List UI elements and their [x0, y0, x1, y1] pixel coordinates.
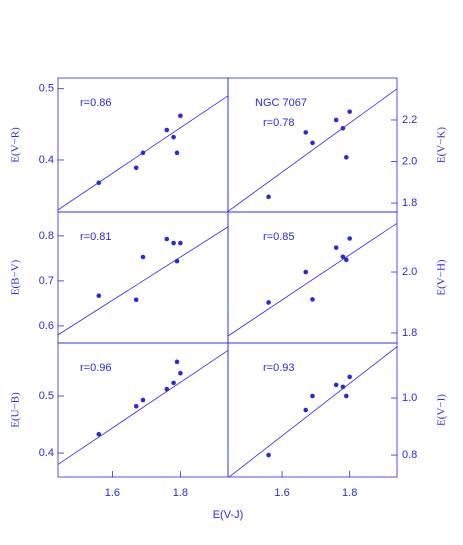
data-point — [333, 382, 339, 388]
data-point — [140, 254, 146, 260]
data-point — [303, 269, 309, 275]
data-point — [303, 407, 309, 413]
x-tick-label: 1.8 — [342, 487, 357, 499]
y-tick-label: 0.8 — [39, 230, 54, 242]
y-tick-label: 0.5 — [39, 83, 54, 95]
fit-line — [58, 350, 228, 465]
data-point — [333, 245, 339, 250]
fit-line — [228, 88, 397, 212]
y-axis-label: E(V−K) — [436, 127, 448, 163]
data-point — [140, 150, 146, 156]
fit-line — [58, 226, 228, 336]
y-tick-label: 2.0 — [402, 266, 417, 278]
data-point — [164, 386, 170, 392]
data-point — [171, 380, 176, 386]
data-point — [174, 150, 180, 156]
data-point — [266, 194, 271, 200]
fit-line — [228, 222, 397, 337]
y-axis-label: E(V−R) — [10, 127, 22, 163]
data-point — [310, 393, 315, 399]
data-point — [174, 258, 180, 264]
data-point — [96, 180, 102, 186]
x-tick-label: 1.6 — [105, 487, 120, 499]
y-tick-label: 0.6 — [39, 320, 54, 332]
y-tick-label: 0.7 — [39, 275, 54, 287]
data-point — [171, 134, 176, 140]
y-tick-label: 0.5 — [39, 390, 54, 402]
data-point — [140, 397, 146, 403]
data-point — [340, 384, 346, 390]
x-tick-label: 1.8 — [173, 487, 188, 499]
y-tick-label: 0.4 — [39, 154, 54, 166]
data-point — [178, 240, 183, 246]
data-point — [340, 125, 346, 131]
annotation: r=0.93 — [263, 362, 295, 374]
y-tick-label: 1.8 — [402, 327, 417, 339]
data-point — [344, 393, 349, 399]
y-axis-label: E(U−B) — [10, 392, 22, 428]
data-point — [340, 254, 346, 260]
fit-line — [228, 346, 397, 477]
y-axis-label: E(V−I) — [436, 394, 448, 426]
y-tick-label: 0.4 — [39, 447, 54, 459]
y-axis-label: E(B−V) — [10, 259, 22, 295]
x-axis-label: E(V-J) — [213, 509, 244, 521]
data-point — [344, 257, 349, 263]
data-point — [266, 300, 271, 305]
data-point — [310, 140, 315, 146]
data-point — [347, 374, 352, 380]
data-point — [310, 297, 315, 302]
y-tick-label: 2.0 — [402, 155, 417, 167]
data-point — [344, 155, 349, 160]
data-point — [96, 431, 102, 437]
data-point — [133, 297, 139, 303]
data-point — [333, 117, 339, 123]
y-tick-label: 1.0 — [402, 392, 417, 404]
data-point — [266, 452, 271, 458]
annotation: r=0.96 — [80, 362, 112, 374]
annotation: r=0.86 — [80, 97, 112, 109]
data-point — [174, 359, 180, 365]
data-point — [164, 236, 170, 242]
y-axis-label: E(V−H) — [436, 259, 448, 295]
x-tick-label: 1.6 — [274, 487, 289, 499]
data-point — [347, 109, 352, 114]
data-point — [133, 165, 139, 171]
data-point — [178, 113, 183, 119]
y-tick-label: 1.8 — [402, 197, 417, 209]
annotation: r=0.78 — [263, 117, 295, 129]
annotation: r=0.81 — [80, 231, 112, 243]
data-point — [303, 130, 309, 135]
y-tick-label: 0.8 — [402, 449, 417, 461]
data-point — [133, 403, 139, 409]
annotation: r=0.85 — [263, 231, 295, 243]
data-point — [347, 236, 352, 241]
y-tick-label: 2.2 — [402, 114, 417, 126]
data-point — [171, 240, 176, 246]
panel-title: NGC 7067 — [255, 97, 307, 109]
data-point — [164, 127, 170, 133]
panel-frame — [227, 342, 398, 478]
panel-frame — [227, 211, 398, 344]
data-point — [96, 293, 102, 299]
data-point — [178, 370, 183, 376]
